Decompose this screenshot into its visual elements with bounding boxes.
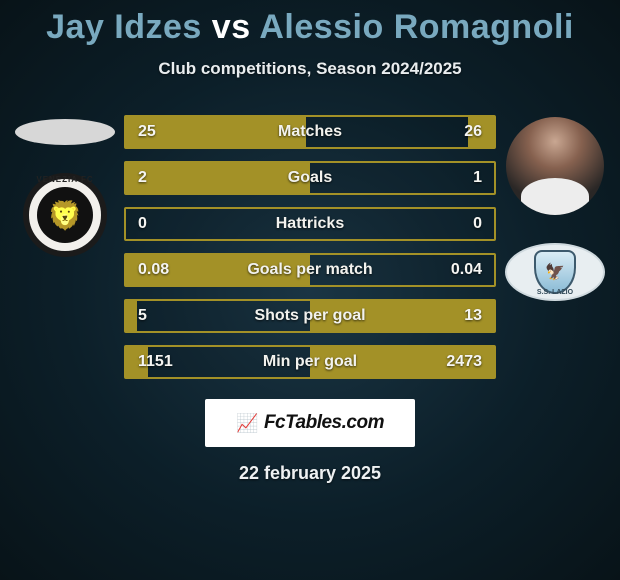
stat-value-right: 0 — [461, 215, 494, 233]
stat-value-right: 1 — [461, 169, 494, 187]
stat-value-left: 5 — [126, 307, 159, 325]
stats-block: 25Matches26 2Goals1 0Hattricks0 0.08Goals p… — [120, 109, 500, 379]
left-side: 🦁 VENEZIA FC — [10, 109, 120, 257]
player1-avatar — [15, 119, 115, 145]
stat-value-left: 25 — [126, 123, 168, 141]
stat-value-right: 26 — [452, 123, 494, 141]
club-badge-text: VENEZIA FC — [17, 175, 113, 184]
stat-value-right: 0.04 — [439, 261, 494, 279]
stat-value-left: 0.08 — [126, 261, 181, 279]
brand-badge: 📈 FcTables.com — [205, 399, 415, 447]
player2-avatar — [506, 117, 604, 215]
main-area: 🦁 VENEZIA FC 25Matches26 2Goals1 0Hattrick… — [0, 109, 620, 379]
chart-icon: 📈 — [236, 413, 258, 434]
club-badge-text: S.S. LAZIO — [507, 289, 603, 296]
stat-value-left: 0 — [126, 215, 159, 233]
stat-value-left: 1151 — [126, 353, 185, 371]
stat-row: 1151Min per goal2473 — [124, 345, 496, 379]
player1-name: Jay Idzes — [46, 8, 202, 46]
vs-text: vs — [212, 8, 251, 46]
brand-text: FcTables.com — [264, 412, 384, 434]
stat-value-right: 2473 — [434, 353, 494, 371]
date-text: 22 february 2025 — [0, 463, 620, 484]
stat-row: 0.08Goals per match0.04 — [124, 253, 496, 287]
stat-row: 0Hattricks0 — [124, 207, 496, 241]
player2-club-badge: 🦅 S.S. LAZIO — [505, 243, 605, 301]
right-side: 🦅 S.S. LAZIO — [500, 109, 610, 301]
stat-row: 25Matches26 — [124, 115, 496, 149]
stat-value-left: 2 — [126, 169, 159, 187]
stat-row: 5Shots per goal13 — [124, 299, 496, 333]
player1-club-badge: 🦁 VENEZIA FC — [17, 173, 113, 257]
stat-row: 2Goals1 — [124, 161, 496, 195]
stat-value-right: 13 — [452, 307, 494, 325]
comparison-title: Jay Idzes vs Alessio Romagnoli — [0, 0, 620, 47]
player2-name: Alessio Romagnoli — [259, 8, 574, 46]
subtitle: Club competitions, Season 2024/2025 — [0, 59, 620, 79]
stat-label: Hattricks — [126, 209, 494, 239]
